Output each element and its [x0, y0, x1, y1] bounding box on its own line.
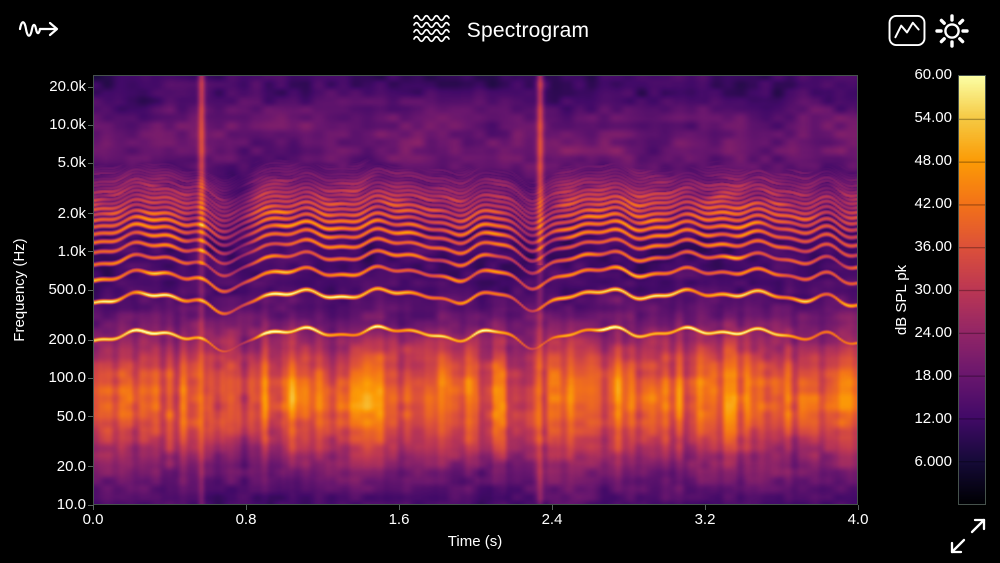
colorbar-tick-label: 48.00 — [914, 152, 952, 169]
y-tick-label: 10.0k — [49, 116, 86, 134]
waveform-arrow-icon — [17, 13, 63, 48]
gear-icon — [933, 12, 971, 53]
page-title: Spectrogram — [466, 18, 590, 42]
settings-button[interactable] — [932, 13, 972, 51]
x-tick-mark — [245, 505, 247, 510]
x-tick-label: 4.0 — [847, 511, 869, 528]
colorbar-tick-label: 24.00 — [914, 324, 952, 341]
y-tick-mark — [88, 416, 93, 418]
y-tick-label: 2.0k — [57, 204, 86, 222]
colorbar-tick-label: 54.00 — [914, 109, 952, 126]
y-tick-mark — [88, 86, 93, 88]
waves-icon — [411, 13, 453, 48]
y-tick-mark — [88, 213, 93, 215]
colorbar-tick-label: 36.00 — [914, 238, 952, 255]
x-axis-title: Time (s) — [447, 533, 503, 550]
colorbar-tick-label: 60.00 — [914, 66, 952, 83]
y-tick-label: 20.0k — [49, 78, 86, 96]
y-tick-label: 1.0k — [57, 242, 86, 260]
x-tick-label: 0.0 — [82, 511, 104, 528]
fullscreen-button[interactable] — [944, 516, 992, 558]
input-signal-button[interactable] — [16, 13, 64, 47]
y-tick-label: 10.0 — [56, 496, 86, 513]
y-tick-mark — [88, 377, 93, 379]
spectrogram-canvas[interactable] — [94, 76, 857, 504]
title-group: Spectrogram — [0, 13, 1000, 48]
x-tick-mark — [857, 505, 859, 510]
line-chart-icon — [887, 14, 927, 50]
y-tick-label: 100.0 — [48, 369, 86, 387]
y-tick-mark — [88, 466, 93, 468]
y-tick-label: 200.0 — [48, 331, 86, 349]
colorbar-axis-title: dB SPL pk — [893, 264, 910, 336]
y-tick-mark — [88, 251, 93, 253]
y-tick-mark — [88, 339, 93, 341]
expand-arrows-icon — [947, 517, 989, 558]
spectrogram-plot-frame — [93, 75, 858, 505]
colorbar-tick-label: 12.00 — [914, 410, 952, 427]
y-tick-label: 20.0 — [56, 457, 86, 475]
x-tick-label: 2.4 — [541, 511, 563, 528]
x-tick-mark — [92, 505, 94, 510]
x-tick-mark — [398, 505, 400, 510]
x-tick-label: 3.2 — [694, 511, 716, 528]
chart-view-button[interactable] — [886, 14, 928, 50]
colorbar-tick-label: 30.00 — [914, 281, 952, 298]
colorbar-canvas — [959, 76, 985, 504]
x-tick-mark — [551, 505, 553, 510]
colorbar-tick-label: 6.000 — [914, 453, 952, 470]
colorbar-tick-label: 42.00 — [914, 195, 952, 212]
colorbar — [958, 75, 986, 505]
y-tick-mark — [88, 162, 93, 164]
colorbar-tick-label: 18.00 — [914, 367, 952, 384]
x-tick-mark — [704, 505, 706, 510]
x-tick-label: 0.8 — [235, 511, 257, 528]
y-tick-label: 5.0k — [57, 154, 86, 172]
y-tick-mark — [88, 289, 93, 291]
y-tick-label: 500.0 — [48, 281, 86, 298]
y-tick-mark — [88, 124, 93, 126]
y-tick-mark — [88, 504, 93, 506]
x-tick-label: 1.6 — [388, 511, 410, 528]
y-tick-label: 50.0 — [56, 407, 86, 425]
